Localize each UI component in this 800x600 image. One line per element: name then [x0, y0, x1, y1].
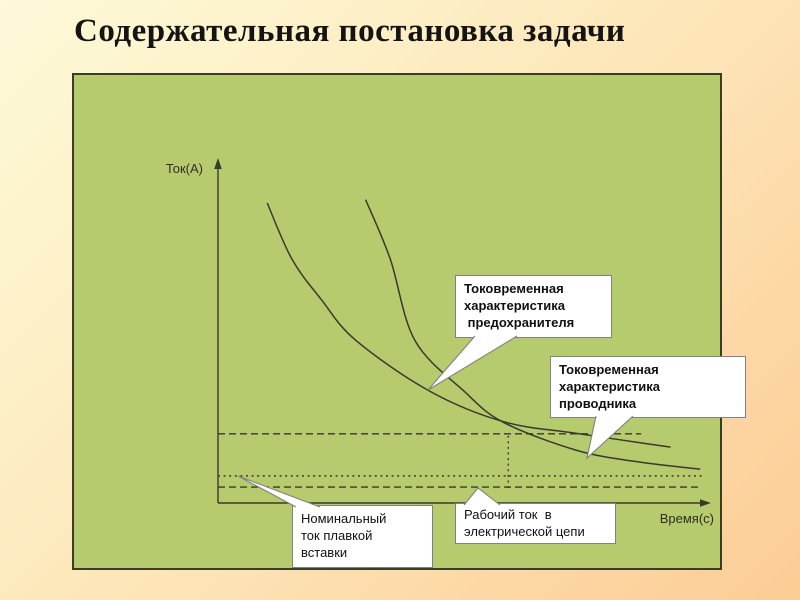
- callout-working-current: Рабочий ток в электрической цепи: [455, 503, 616, 544]
- callout-nominal-current: Номинальный ток плавкой вставки: [292, 505, 433, 568]
- x-axis-label: Время(с): [659, 511, 714, 526]
- y-axis-label: Ток(А): [165, 161, 203, 176]
- chart-panel: [72, 73, 722, 570]
- callout-fuse: Токовременная характеристика предохранит…: [455, 275, 612, 338]
- callout-conductor: Токовременная характеристика проводника: [550, 356, 746, 418]
- slide-title: Содержательная постановка задачи: [74, 13, 626, 49]
